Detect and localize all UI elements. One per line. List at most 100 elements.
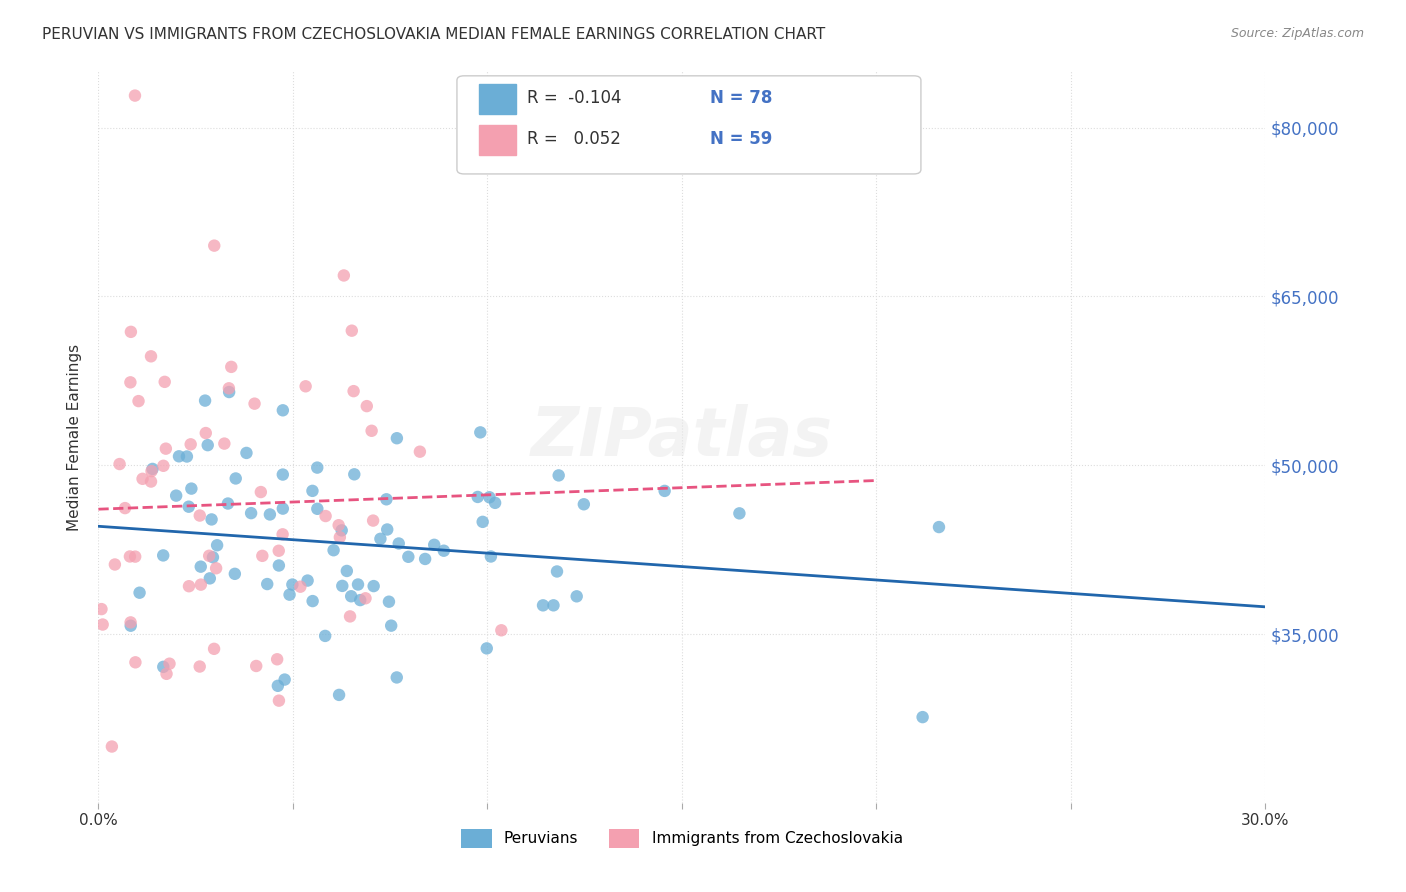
Point	[343, 467, 366, 482]
Point	[120, 376, 142, 390]
Point	[572, 497, 595, 511]
Point	[294, 379, 316, 393]
Point	[928, 520, 950, 534]
Point	[297, 574, 319, 588]
Point	[190, 559, 212, 574]
Point	[224, 566, 246, 581]
Point	[198, 549, 221, 563]
Point	[360, 424, 382, 438]
Point	[301, 594, 323, 608]
Point	[328, 518, 350, 533]
Point	[131, 472, 153, 486]
Point	[423, 538, 446, 552]
Point	[728, 507, 751, 521]
Point	[152, 458, 174, 473]
Point	[128, 394, 150, 409]
Point	[479, 549, 502, 564]
Point	[467, 490, 489, 504]
Y-axis label: Median Female Earnings: Median Female Earnings	[67, 343, 83, 531]
Point	[307, 460, 329, 475]
Point	[385, 431, 408, 445]
Point	[329, 530, 352, 544]
Point	[271, 403, 294, 417]
Point	[153, 375, 176, 389]
Point	[202, 641, 225, 656]
Point	[188, 508, 211, 523]
Point	[120, 615, 142, 630]
Point	[104, 558, 127, 572]
Point	[491, 624, 513, 638]
Point	[205, 561, 228, 575]
Point	[328, 688, 350, 702]
Point	[128, 585, 150, 599]
Point	[273, 673, 295, 687]
Point	[245, 659, 267, 673]
Point	[235, 446, 257, 460]
Point	[219, 359, 242, 374]
Point	[214, 436, 236, 450]
Point	[266, 652, 288, 666]
Point	[267, 693, 290, 707]
Point	[177, 500, 200, 514]
Point	[124, 88, 146, 103]
Point	[547, 468, 569, 483]
Point	[340, 324, 363, 338]
Point	[484, 496, 506, 510]
Point	[256, 577, 278, 591]
Point	[478, 490, 501, 504]
Point	[176, 450, 198, 464]
Point	[654, 483, 676, 498]
Point	[201, 550, 224, 565]
Point	[200, 512, 222, 526]
Point	[177, 579, 200, 593]
Point	[271, 467, 294, 482]
Text: N = 59: N = 59	[710, 129, 772, 147]
Point	[281, 577, 304, 591]
Point	[433, 543, 456, 558]
Point	[124, 656, 146, 670]
Point	[194, 393, 217, 408]
Point	[124, 549, 146, 564]
Point	[197, 438, 219, 452]
Point	[330, 579, 353, 593]
Point	[378, 595, 401, 609]
Point	[152, 660, 174, 674]
Point	[90, 602, 112, 616]
Point	[339, 609, 361, 624]
Point	[470, 425, 492, 440]
Point	[101, 739, 124, 754]
Point	[225, 471, 247, 485]
Point	[218, 385, 240, 400]
Point	[120, 618, 142, 632]
Point	[911, 710, 934, 724]
Point	[205, 538, 228, 552]
Point	[409, 444, 432, 458]
Point	[413, 552, 436, 566]
Point	[471, 515, 494, 529]
Point	[543, 599, 565, 613]
Point	[342, 384, 364, 398]
Point	[531, 599, 554, 613]
Point	[375, 523, 398, 537]
Point	[167, 450, 190, 464]
Point	[267, 543, 290, 558]
Point	[198, 571, 221, 585]
Point	[290, 580, 312, 594]
Point	[141, 464, 163, 478]
Point	[330, 524, 353, 538]
Point	[120, 325, 142, 339]
Point	[188, 659, 211, 673]
Text: R =   0.052: R = 0.052	[527, 129, 621, 147]
Point	[180, 482, 202, 496]
Legend: Peruvians, Immigrants from Czechoslovakia: Peruvians, Immigrants from Czechoslovaki…	[456, 822, 908, 854]
Point	[194, 425, 217, 440]
Point	[314, 629, 336, 643]
Point	[347, 577, 370, 591]
Point	[336, 564, 359, 578]
Point	[108, 457, 131, 471]
Point	[322, 543, 344, 558]
Point	[252, 549, 274, 563]
Point	[475, 641, 498, 656]
Point	[159, 657, 181, 671]
Point	[356, 399, 378, 413]
